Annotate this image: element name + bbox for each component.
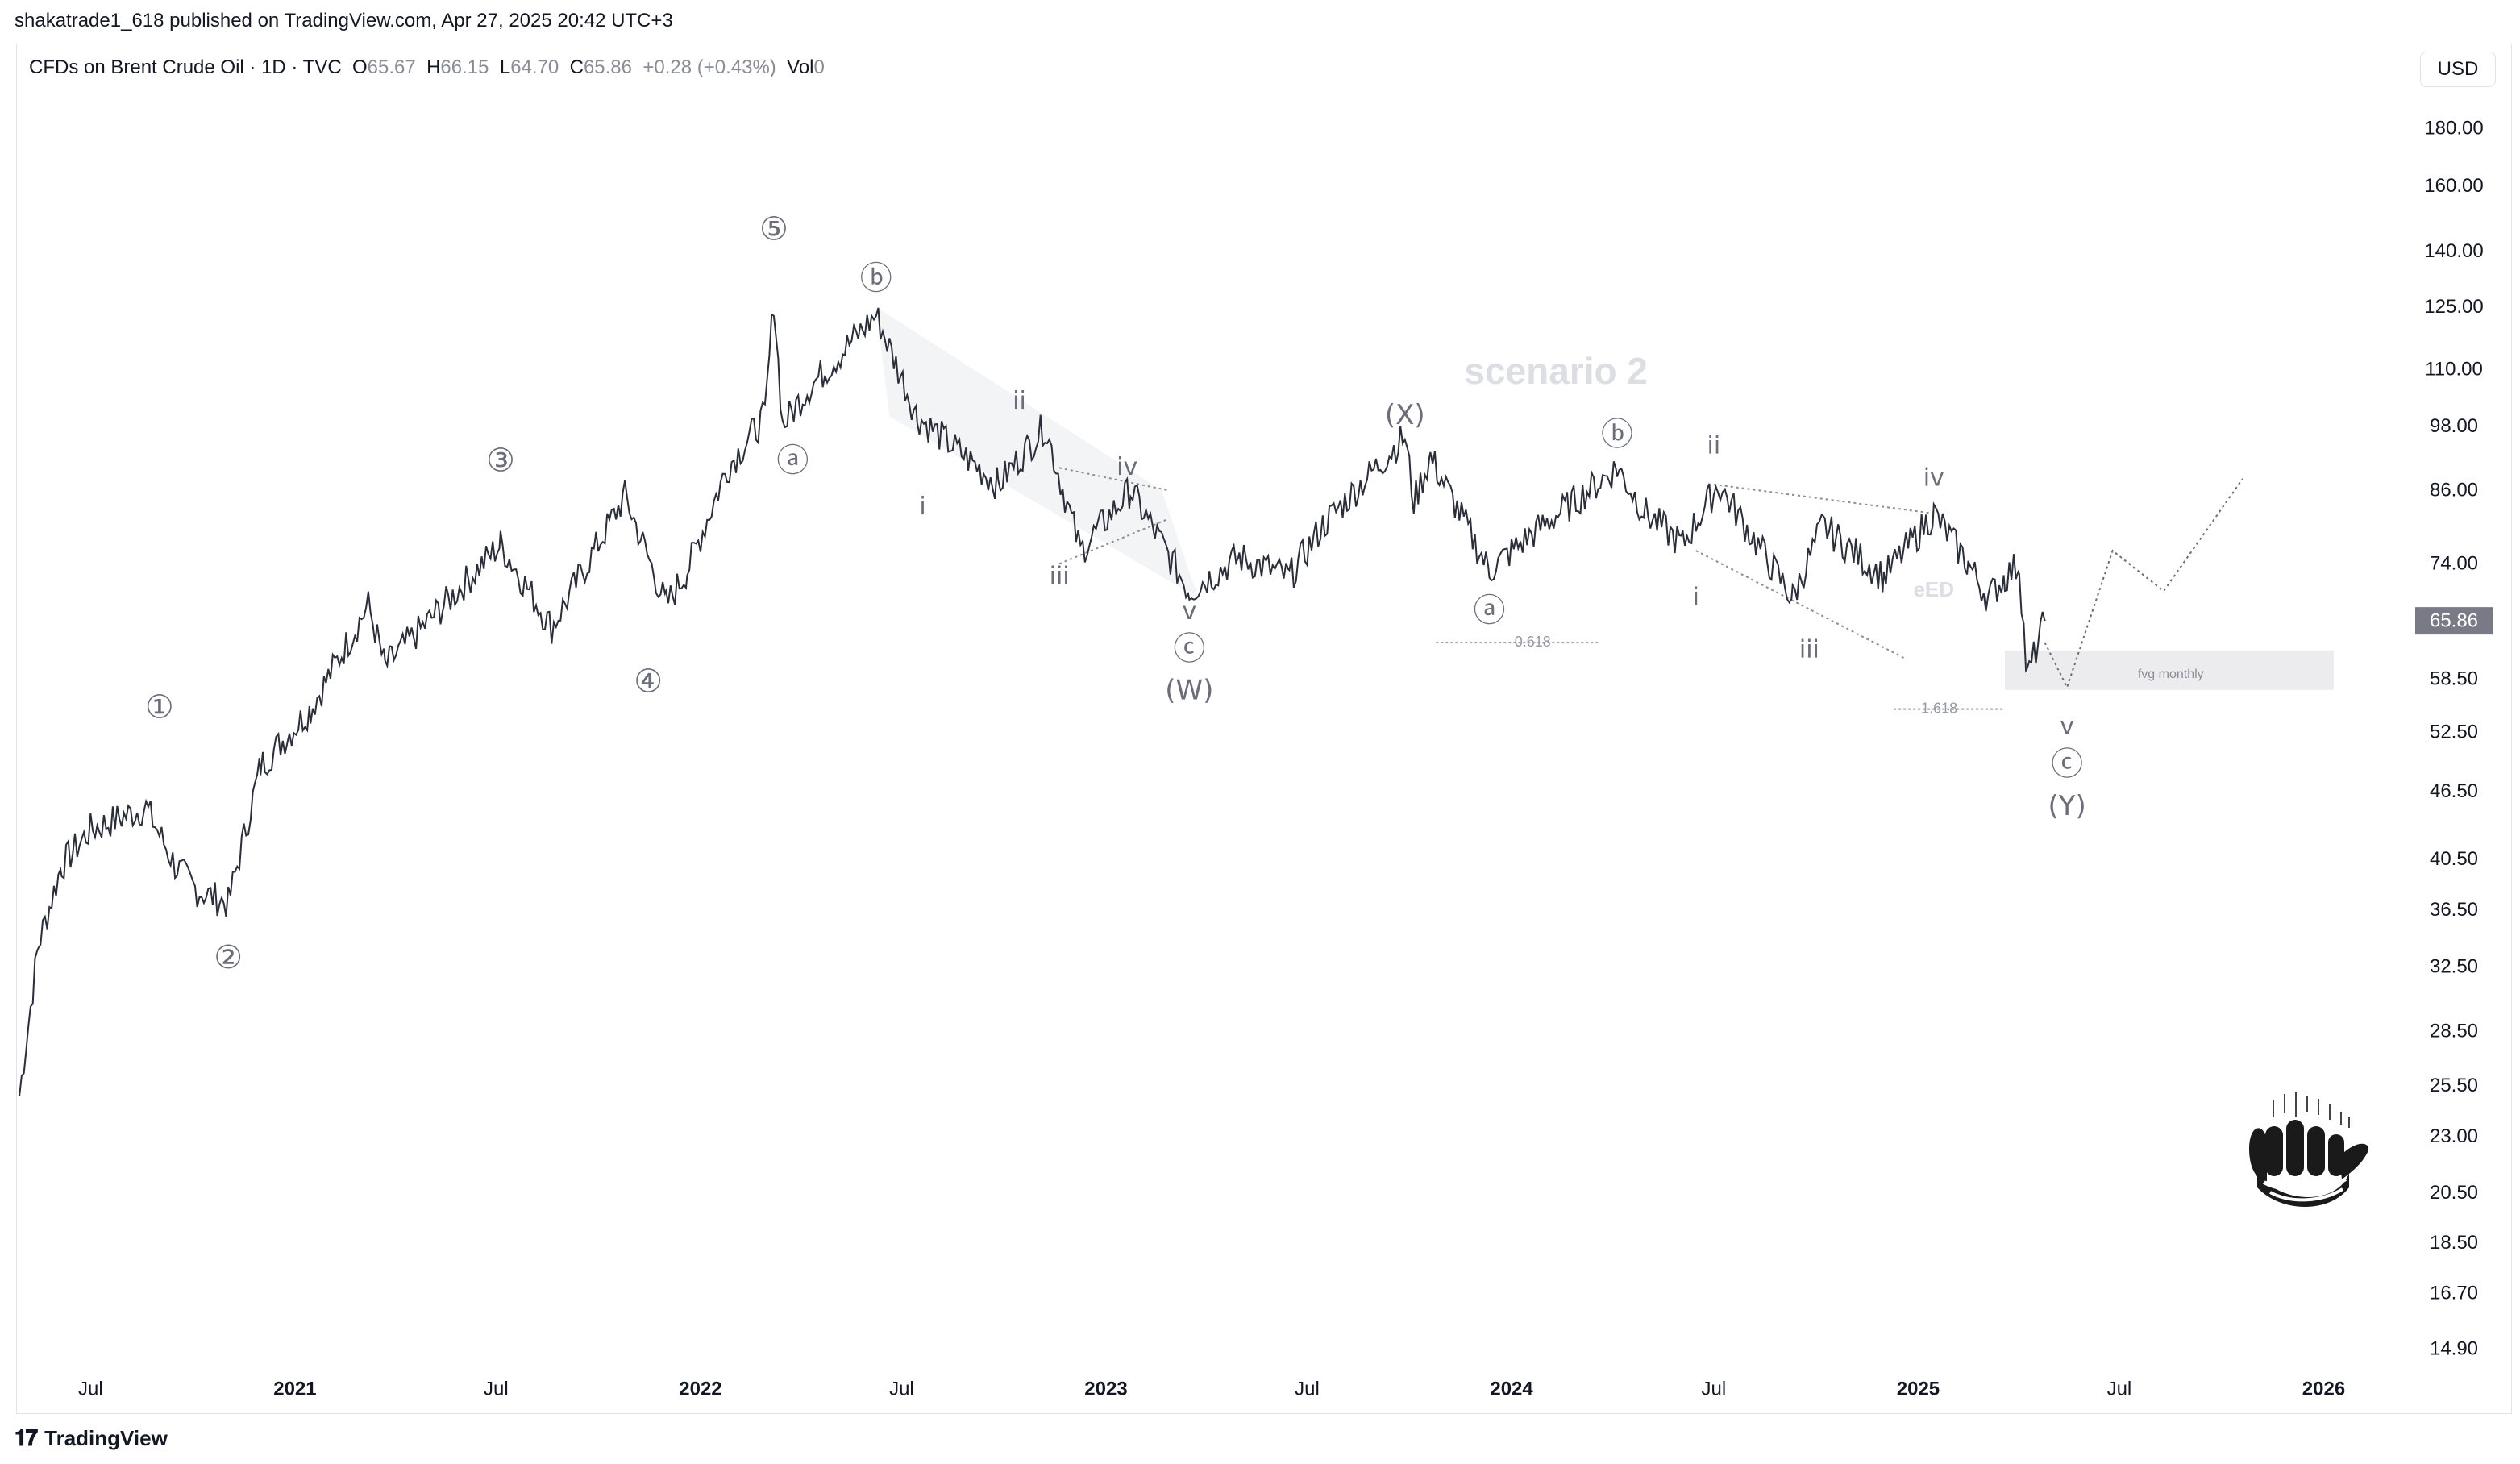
publisher-line: shakatrade1_618 published on TradingView… <box>15 10 673 31</box>
wave-label: ⑤ <box>759 210 788 247</box>
price-tick-label: 23.00 <box>2430 1125 2478 1147</box>
price-axis[interactable]: 180.00 160.00 140.00 125.00 110.00 98.00 86.00… <box>2415 117 2493 1360</box>
price-line <box>19 307 2046 1096</box>
wave-channel-shade <box>875 306 1199 598</box>
price-tick-label: 46.50 <box>2430 780 2478 802</box>
wave-label: (X) <box>1385 399 1425 431</box>
price-tick-label: 18.50 <box>2430 1232 2478 1254</box>
price-series-layer <box>19 307 2243 1096</box>
wave-label: iv <box>1117 453 1137 481</box>
wedge-line-lower-1 <box>1058 518 1168 565</box>
wedge-line-upper-1 <box>1058 467 1168 491</box>
price-tick-label: 20.50 <box>2430 1182 2478 1204</box>
last-price-label: 65.86 <box>2430 609 2478 631</box>
price-tick-label: 125.00 <box>2424 296 2483 318</box>
wave-label: (W) <box>1165 674 1213 706</box>
time-tick-label: 2024 <box>1490 1378 1533 1400</box>
time-tick-label: 2023 <box>1084 1378 1127 1400</box>
wave-label: v <box>2060 713 2074 741</box>
price-tick-label: 74.00 <box>2430 553 2478 575</box>
annotation-text: 1.618 <box>1921 700 1957 716</box>
price-tick-label: 32.50 <box>2430 956 2478 978</box>
annotation-text: fvg monthly <box>2138 668 2204 681</box>
price-tick-label: 28.50 <box>2430 1021 2478 1042</box>
wave-label: ⓒ <box>1173 630 1205 668</box>
time-tick-label: 2026 <box>2302 1378 2345 1400</box>
chart-frame <box>16 44 2512 1414</box>
price-tick-label: 98.00 <box>2430 415 2478 437</box>
time-tick-label: Jul <box>2107 1378 2132 1400</box>
tradingview-logo-icon: 𝟏𝟕 <box>15 1425 38 1450</box>
volume-value: 0 <box>813 56 825 78</box>
symbol-ohlc-bar: CFDs on Brent Crude Oil · 1D · TVC O65.6… <box>29 56 825 79</box>
volume-label: Vol <box>787 56 814 78</box>
open-value: 65.67 <box>367 56 416 78</box>
wave-label: ii <box>1013 387 1026 415</box>
price-tick-label: 52.50 <box>2430 721 2478 742</box>
wedge-line-upper-2 <box>1713 483 1934 514</box>
high-value: 66.15 <box>440 56 489 78</box>
last-price-tag <box>2415 607 2493 635</box>
wave-label: iv <box>1923 464 1944 492</box>
annotation-text: scenario 2 <box>1464 350 1648 392</box>
time-tick-label: Jul <box>484 1378 509 1400</box>
fvg-monthly-zone <box>2004 650 2334 690</box>
time-tick-label: Jul <box>78 1378 103 1400</box>
wave-label: ⓒ <box>2051 746 2083 783</box>
price-tick-label: 160.00 <box>2424 175 2483 197</box>
wave-label: v <box>1182 597 1196 626</box>
projection-path <box>2044 478 2243 690</box>
wave-label: i <box>1693 583 1699 611</box>
wave-label: ① <box>145 689 174 726</box>
price-tick-label: 40.50 <box>2430 848 2478 870</box>
wave-label: ⓑ <box>860 260 892 297</box>
price-tick-label: 180.00 <box>2424 117 2483 139</box>
price-tick-label: 58.50 <box>2430 668 2478 689</box>
close-label: C <box>569 56 584 78</box>
time-tick-label: Jul <box>1702 1378 1727 1400</box>
price-tick-label: 25.50 <box>2430 1075 2478 1096</box>
wave-label: ⓐ <box>776 443 809 480</box>
high-label: H <box>426 56 441 78</box>
price-tick-label: 36.50 <box>2430 899 2478 921</box>
brand-name: TradingView <box>44 1426 168 1450</box>
time-tick-label: Jul <box>889 1378 914 1400</box>
wave-label: (Y) <box>2048 790 2085 822</box>
tradingview-brand[interactable]: 𝟏𝟕 TradingView <box>15 1425 168 1452</box>
price-tick-label: 14.90 <box>2430 1338 2478 1360</box>
change-value: +0.28 (+0.43%) <box>642 56 776 78</box>
annotation-text: 0.618 <box>1515 634 1551 650</box>
annotation-layer: scenario 2 eED 0.618 1.618 fvg monthly <box>875 306 2334 716</box>
symbol-name[interactable]: CFDs on Brent Crude Oil · 1D · TVC <box>29 56 342 78</box>
annotation-text: eED <box>1913 577 1954 601</box>
wave-label: ⓐ <box>1473 593 1505 630</box>
wave-label: ② <box>214 939 243 976</box>
wave-label: ③ <box>486 443 515 480</box>
low-value: 64.70 <box>510 56 559 78</box>
shaka-hand-logo <box>2249 1092 2369 1207</box>
price-tick-label: 140.00 <box>2424 240 2483 262</box>
time-axis[interactable]: Jul 2021 Jul 2022 Jul 2023 Jul 2024 Jul 2025 Jul 20… <box>78 1378 2345 1400</box>
time-tick-label: 2025 <box>1897 1378 1940 1400</box>
wave-label: iii <box>1799 635 1819 663</box>
time-tick-label: 2021 <box>273 1378 316 1400</box>
open-label: O <box>352 56 368 78</box>
time-tick-label: Jul <box>1295 1378 1320 1400</box>
wave-label: ii <box>1707 431 1721 460</box>
currency-button[interactable]: USD <box>2420 52 2496 87</box>
time-tick-label: 2022 <box>679 1378 721 1400</box>
wave-label: iii <box>1050 562 1070 590</box>
price-tick-label: 110.00 <box>2425 359 2483 381</box>
close-value: 65.86 <box>583 56 632 78</box>
price-tick-label: 86.00 <box>2430 479 2478 501</box>
wave-label: ⓑ <box>1601 416 1633 453</box>
wave-label: ④ <box>634 663 663 700</box>
price-tick-label: 16.70 <box>2430 1282 2478 1304</box>
low-label: L <box>499 56 511 78</box>
wave-label: i <box>919 493 925 521</box>
